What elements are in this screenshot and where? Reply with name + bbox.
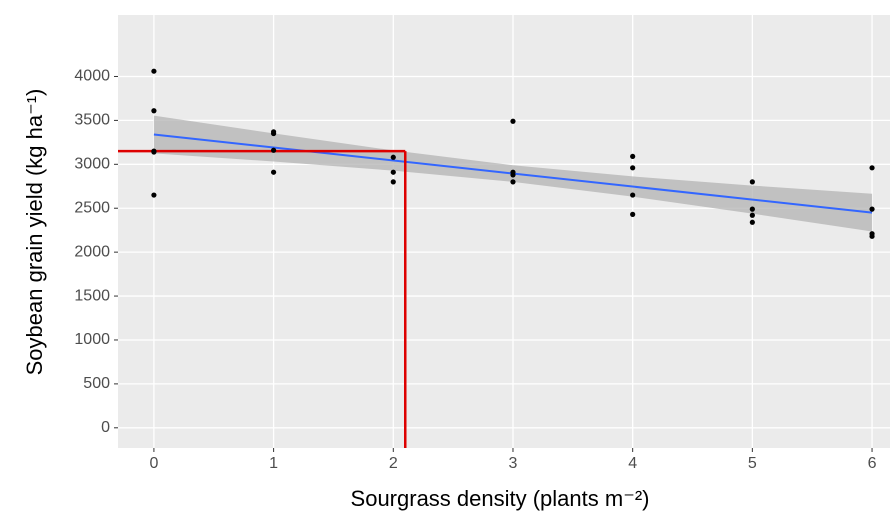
data-point bbox=[151, 68, 157, 74]
x-tick-label: 6 bbox=[868, 455, 877, 472]
data-point bbox=[630, 153, 636, 160]
y-tick-label: 500 bbox=[83, 375, 110, 392]
data-point bbox=[869, 165, 875, 171]
data-point bbox=[869, 233, 875, 239]
data-point bbox=[151, 108, 157, 114]
data-point bbox=[390, 169, 396, 175]
y-tick-label: 3000 bbox=[74, 156, 110, 173]
data-point bbox=[630, 165, 636, 171]
x-tick-label: 3 bbox=[509, 455, 518, 472]
panel bbox=[118, 15, 890, 448]
y-tick-label: 0 bbox=[101, 419, 110, 436]
x-tick-label: 2 bbox=[389, 455, 398, 472]
y-tick-label: 2000 bbox=[74, 243, 110, 260]
y-axis-title: Soybean grain yield (kg ha⁻¹) bbox=[22, 89, 47, 376]
x-tick-label: 1 bbox=[269, 455, 278, 472]
y-tick-label: 4000 bbox=[74, 68, 110, 85]
data-point bbox=[510, 172, 516, 178]
x-tick-label: 0 bbox=[149, 455, 158, 472]
x-tick-label: 4 bbox=[628, 455, 637, 472]
data-point bbox=[749, 179, 755, 185]
data-point bbox=[630, 192, 636, 198]
data-point bbox=[270, 169, 277, 175]
data-point bbox=[151, 192, 157, 198]
data-point bbox=[270, 147, 277, 153]
data-point bbox=[630, 211, 636, 217]
x-tick-label: 5 bbox=[748, 455, 757, 472]
y-tick-label: 2500 bbox=[74, 199, 110, 216]
data-point bbox=[510, 118, 516, 124]
data-point bbox=[749, 212, 755, 218]
y-tick-label: 3500 bbox=[74, 112, 110, 129]
y-tick-label: 1500 bbox=[74, 287, 110, 304]
data-point bbox=[749, 206, 755, 212]
data-point bbox=[510, 179, 516, 185]
data-point bbox=[869, 206, 875, 212]
data-point bbox=[390, 179, 396, 185]
data-point bbox=[749, 219, 755, 225]
data-point bbox=[151, 149, 157, 155]
x-axis-title: Sourgrass density (plants m⁻²) bbox=[351, 486, 650, 511]
y-tick-label: 1000 bbox=[74, 331, 110, 348]
data-point bbox=[390, 154, 396, 160]
data-point bbox=[270, 130, 277, 137]
